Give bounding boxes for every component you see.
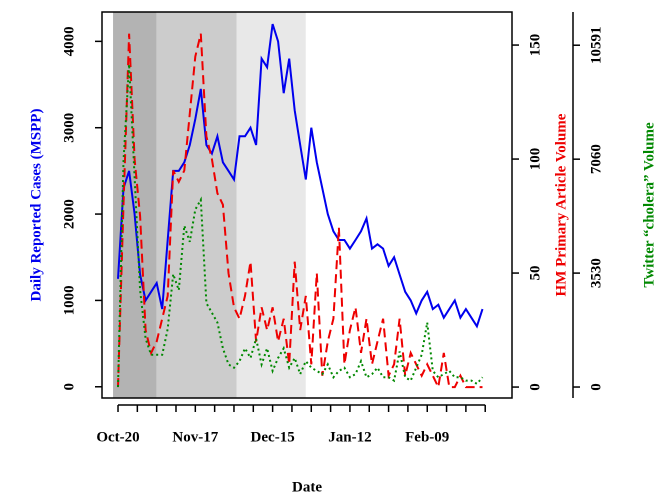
y3-tick-label: 0 [588,383,604,391]
y2-tick-label: 0 [527,383,543,391]
x-tick-label: Nov-17 [172,429,218,445]
y3-tick-label: 10591 [588,26,604,64]
x-tick-label: Jan-12 [328,429,371,445]
y-tick-label: 4000 [61,26,77,56]
plot-frame [101,11,513,399]
y2-tick-label: 50 [527,266,543,281]
series-line [117,33,483,391]
y-tick-label: 2000 [61,199,77,229]
y3-axis-label: Twitter “cholera” Volume [641,122,657,288]
y2-tick-label: 100 [527,148,543,171]
x-tick-label: Dec-15 [251,429,295,445]
y2-tick-label: 150 [527,34,543,57]
shaded-region [113,12,157,398]
x-tick-label: Feb-09 [405,429,449,445]
y2-axis-label: HM Primary Article Volume [553,113,569,296]
y-tick-label: 3000 [61,113,77,143]
series-line [117,23,484,329]
y-tick-label: 1000 [61,285,77,315]
shaded-region [156,12,237,398]
x-axis-label: Date [292,479,322,495]
shaded-region [236,12,306,398]
y-tick-label: 0 [61,383,77,391]
y-axis-label: Daily Reported Cases (MSPP) [28,109,44,302]
y3-tick-label: 7060 [588,144,604,174]
y3-tick-label: 3530 [588,258,604,288]
x-tick-label: Oct-20 [96,429,139,445]
